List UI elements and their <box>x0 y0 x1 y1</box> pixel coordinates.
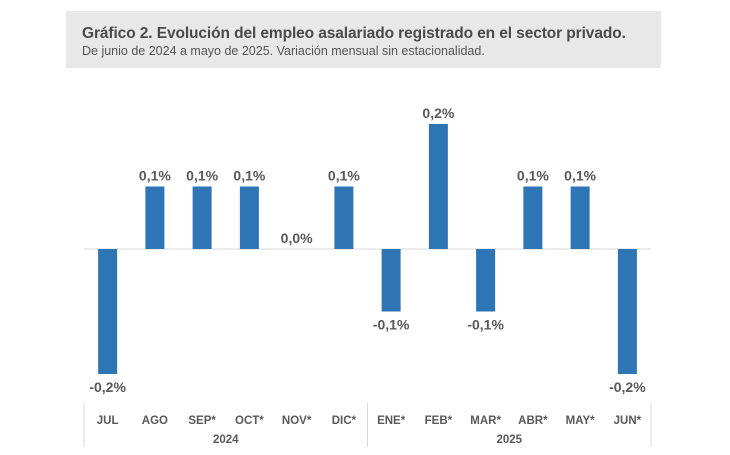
bar-sep <box>192 186 212 249</box>
category-label: AGO <box>142 415 168 427</box>
category-label: NOV* <box>282 415 312 427</box>
data-label: 0,1% <box>233 168 265 184</box>
data-label: 0,1% <box>186 168 218 184</box>
bar-abr <box>523 186 543 249</box>
data-label: -0,1% <box>373 317 410 333</box>
bar-jun <box>617 249 637 374</box>
data-label: -0,2% <box>89 379 126 395</box>
chart-subtitle: De junio de 2024 a mayo de 2025. Variaci… <box>82 44 485 58</box>
bar-may <box>570 186 590 249</box>
bar-mar <box>476 249 496 312</box>
bar-dic <box>334 186 354 249</box>
group-label: 2024 <box>213 434 239 446</box>
category-label: JUL <box>97 415 119 427</box>
data-label: 0,1% <box>328 168 360 184</box>
bar-feb <box>428 124 448 249</box>
category-label: DIC* <box>332 415 357 427</box>
bar-jul <box>98 249 118 374</box>
data-label: -0,1% <box>467 317 504 333</box>
category-label: FEB* <box>425 415 453 427</box>
category-label: OCT* <box>235 415 264 427</box>
category-label: MAY* <box>566 415 595 427</box>
data-label: 0,2% <box>422 105 454 121</box>
data-label: -0,2% <box>609 379 646 395</box>
bar-ene <box>381 249 401 312</box>
data-label: 0,0% <box>281 230 313 246</box>
category-label: JUN* <box>614 415 642 427</box>
category-label: ABR* <box>518 415 548 427</box>
bar-ago <box>145 186 165 249</box>
group-label: 2025 <box>496 434 522 446</box>
data-label: 0,1% <box>564 168 596 184</box>
category-label: ENE* <box>377 415 406 427</box>
category-label: MAR* <box>470 415 501 427</box>
data-label: 0,1% <box>139 168 171 184</box>
bar-oct <box>239 186 259 249</box>
category-label: SEP* <box>188 415 216 427</box>
chart-header: Gráfico 2. Evolución del empleo asalaria… <box>66 11 661 68</box>
data-label: 0,1% <box>517 168 549 184</box>
chart-title: Gráfico 2. Evolución del empleo asalaria… <box>82 25 626 42</box>
